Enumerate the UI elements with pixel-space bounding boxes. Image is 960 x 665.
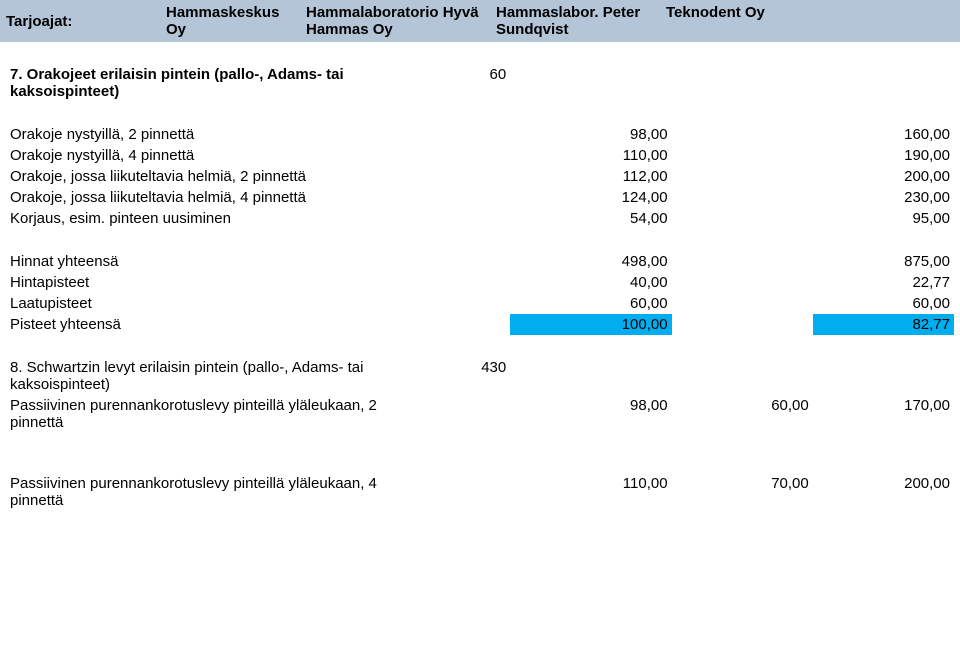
table-row: Orakoje nystyillä, 2 pinnettä 98,00 160,… [6, 124, 954, 145]
table-row: Orakoje, jossa liikuteltavia helmiä, 4 p… [6, 187, 954, 208]
row-value: 124,00 [510, 187, 671, 208]
totals-row-highlight: Pisteet yhteensä 100,00 82,77 [6, 314, 954, 335]
section8-qty: 430 [430, 357, 511, 395]
table-row: Orakoje nystyillä, 4 pinnettä 110,00 190… [6, 145, 954, 166]
row-value: 70,00 [672, 473, 813, 511]
row-value: 200,00 [813, 473, 954, 511]
total-label: Hintapisteet [6, 272, 430, 293]
row-value: 98,00 [510, 395, 671, 433]
row-value: 112,00 [510, 166, 671, 187]
row-value: 110,00 [510, 473, 671, 511]
row-value: 54,00 [510, 208, 671, 229]
document-body: 7. Orakojeet erilaisin pintein (pallo-, … [0, 42, 960, 511]
provider-header: Tarjoajat: Hammaskeskus Oy Hammalaborato… [0, 0, 960, 42]
row-label: Orakoje nystyillä, 2 pinnettä [6, 124, 430, 145]
row-value: 170,00 [813, 395, 954, 433]
row-value: 190,00 [813, 145, 954, 166]
totals-row: Hintapisteet 40,00 22,77 [6, 272, 954, 293]
provider-col-4: Teknodent Oy [666, 4, 816, 38]
total-value: 60,00 [813, 293, 954, 314]
total-value: 60,00 [510, 293, 671, 314]
totals-row: Laatupisteet 60,00 60,00 [6, 293, 954, 314]
totals-row: Hinnat yhteensä 498,00 875,00 [6, 251, 954, 272]
row-label: Passiivinen purennankorotuslevy pinteill… [6, 473, 430, 511]
row-label: Orakoje, jossa liikuteltavia helmiä, 4 p… [6, 187, 430, 208]
row-label: Orakoje, jossa liikuteltavia helmiä, 2 p… [6, 166, 430, 187]
section8-title-row: 8. Schwartzin levyt erilaisin pintein (p… [6, 357, 954, 395]
total-value: 875,00 [813, 251, 954, 272]
section7-title-row: 7. Orakojeet erilaisin pintein (pallo-, … [6, 64, 954, 102]
total-label: Laatupisteet [6, 293, 430, 314]
row-value: 160,00 [813, 124, 954, 145]
pricing-table: 7. Orakojeet erilaisin pintein (pallo-, … [6, 42, 954, 511]
row-value: 110,00 [510, 145, 671, 166]
row-value: 98,00 [510, 124, 671, 145]
row-value: 200,00 [813, 166, 954, 187]
total-label: Pisteet yhteensä [6, 314, 430, 335]
row-label: Orakoje nystyillä, 4 pinnettä [6, 145, 430, 166]
section8-title: 8. Schwartzin levyt erilaisin pintein (p… [6, 357, 430, 395]
provider-label: Tarjoajat: [0, 13, 166, 30]
total-value: 82,77 [813, 314, 954, 335]
row-value: 95,00 [813, 208, 954, 229]
table-row: Passiivinen purennankorotuslevy pinteill… [6, 395, 954, 433]
table-row: Passiivinen purennankorotuslevy pinteill… [6, 473, 954, 511]
table-row: Orakoje, jossa liikuteltavia helmiä, 2 p… [6, 166, 954, 187]
total-value: 100,00 [510, 314, 671, 335]
section7-title: 7. Orakojeet erilaisin pintein (pallo-, … [6, 64, 430, 102]
total-value: 498,00 [510, 251, 671, 272]
row-label: Passiivinen purennankorotuslevy pinteill… [6, 395, 430, 433]
provider-col-1: Hammaskeskus Oy [166, 4, 306, 38]
total-label: Hinnat yhteensä [6, 251, 430, 272]
row-value: 60,00 [672, 395, 813, 433]
row-label: Korjaus, esim. pinteen uusiminen [6, 208, 430, 229]
provider-columns: Hammaskeskus Oy Hammalaboratorio Hyvä Ha… [166, 4, 960, 38]
table-row: Korjaus, esim. pinteen uusiminen 54,00 9… [6, 208, 954, 229]
row-value: 230,00 [813, 187, 954, 208]
section7-qty: 60 [430, 64, 511, 102]
total-value: 40,00 [510, 272, 671, 293]
total-value: 22,77 [813, 272, 954, 293]
provider-col-2: Hammalaboratorio Hyvä Hammas Oy [306, 4, 496, 38]
provider-col-3: Hammaslabor. Peter Sundqvist [496, 4, 666, 38]
